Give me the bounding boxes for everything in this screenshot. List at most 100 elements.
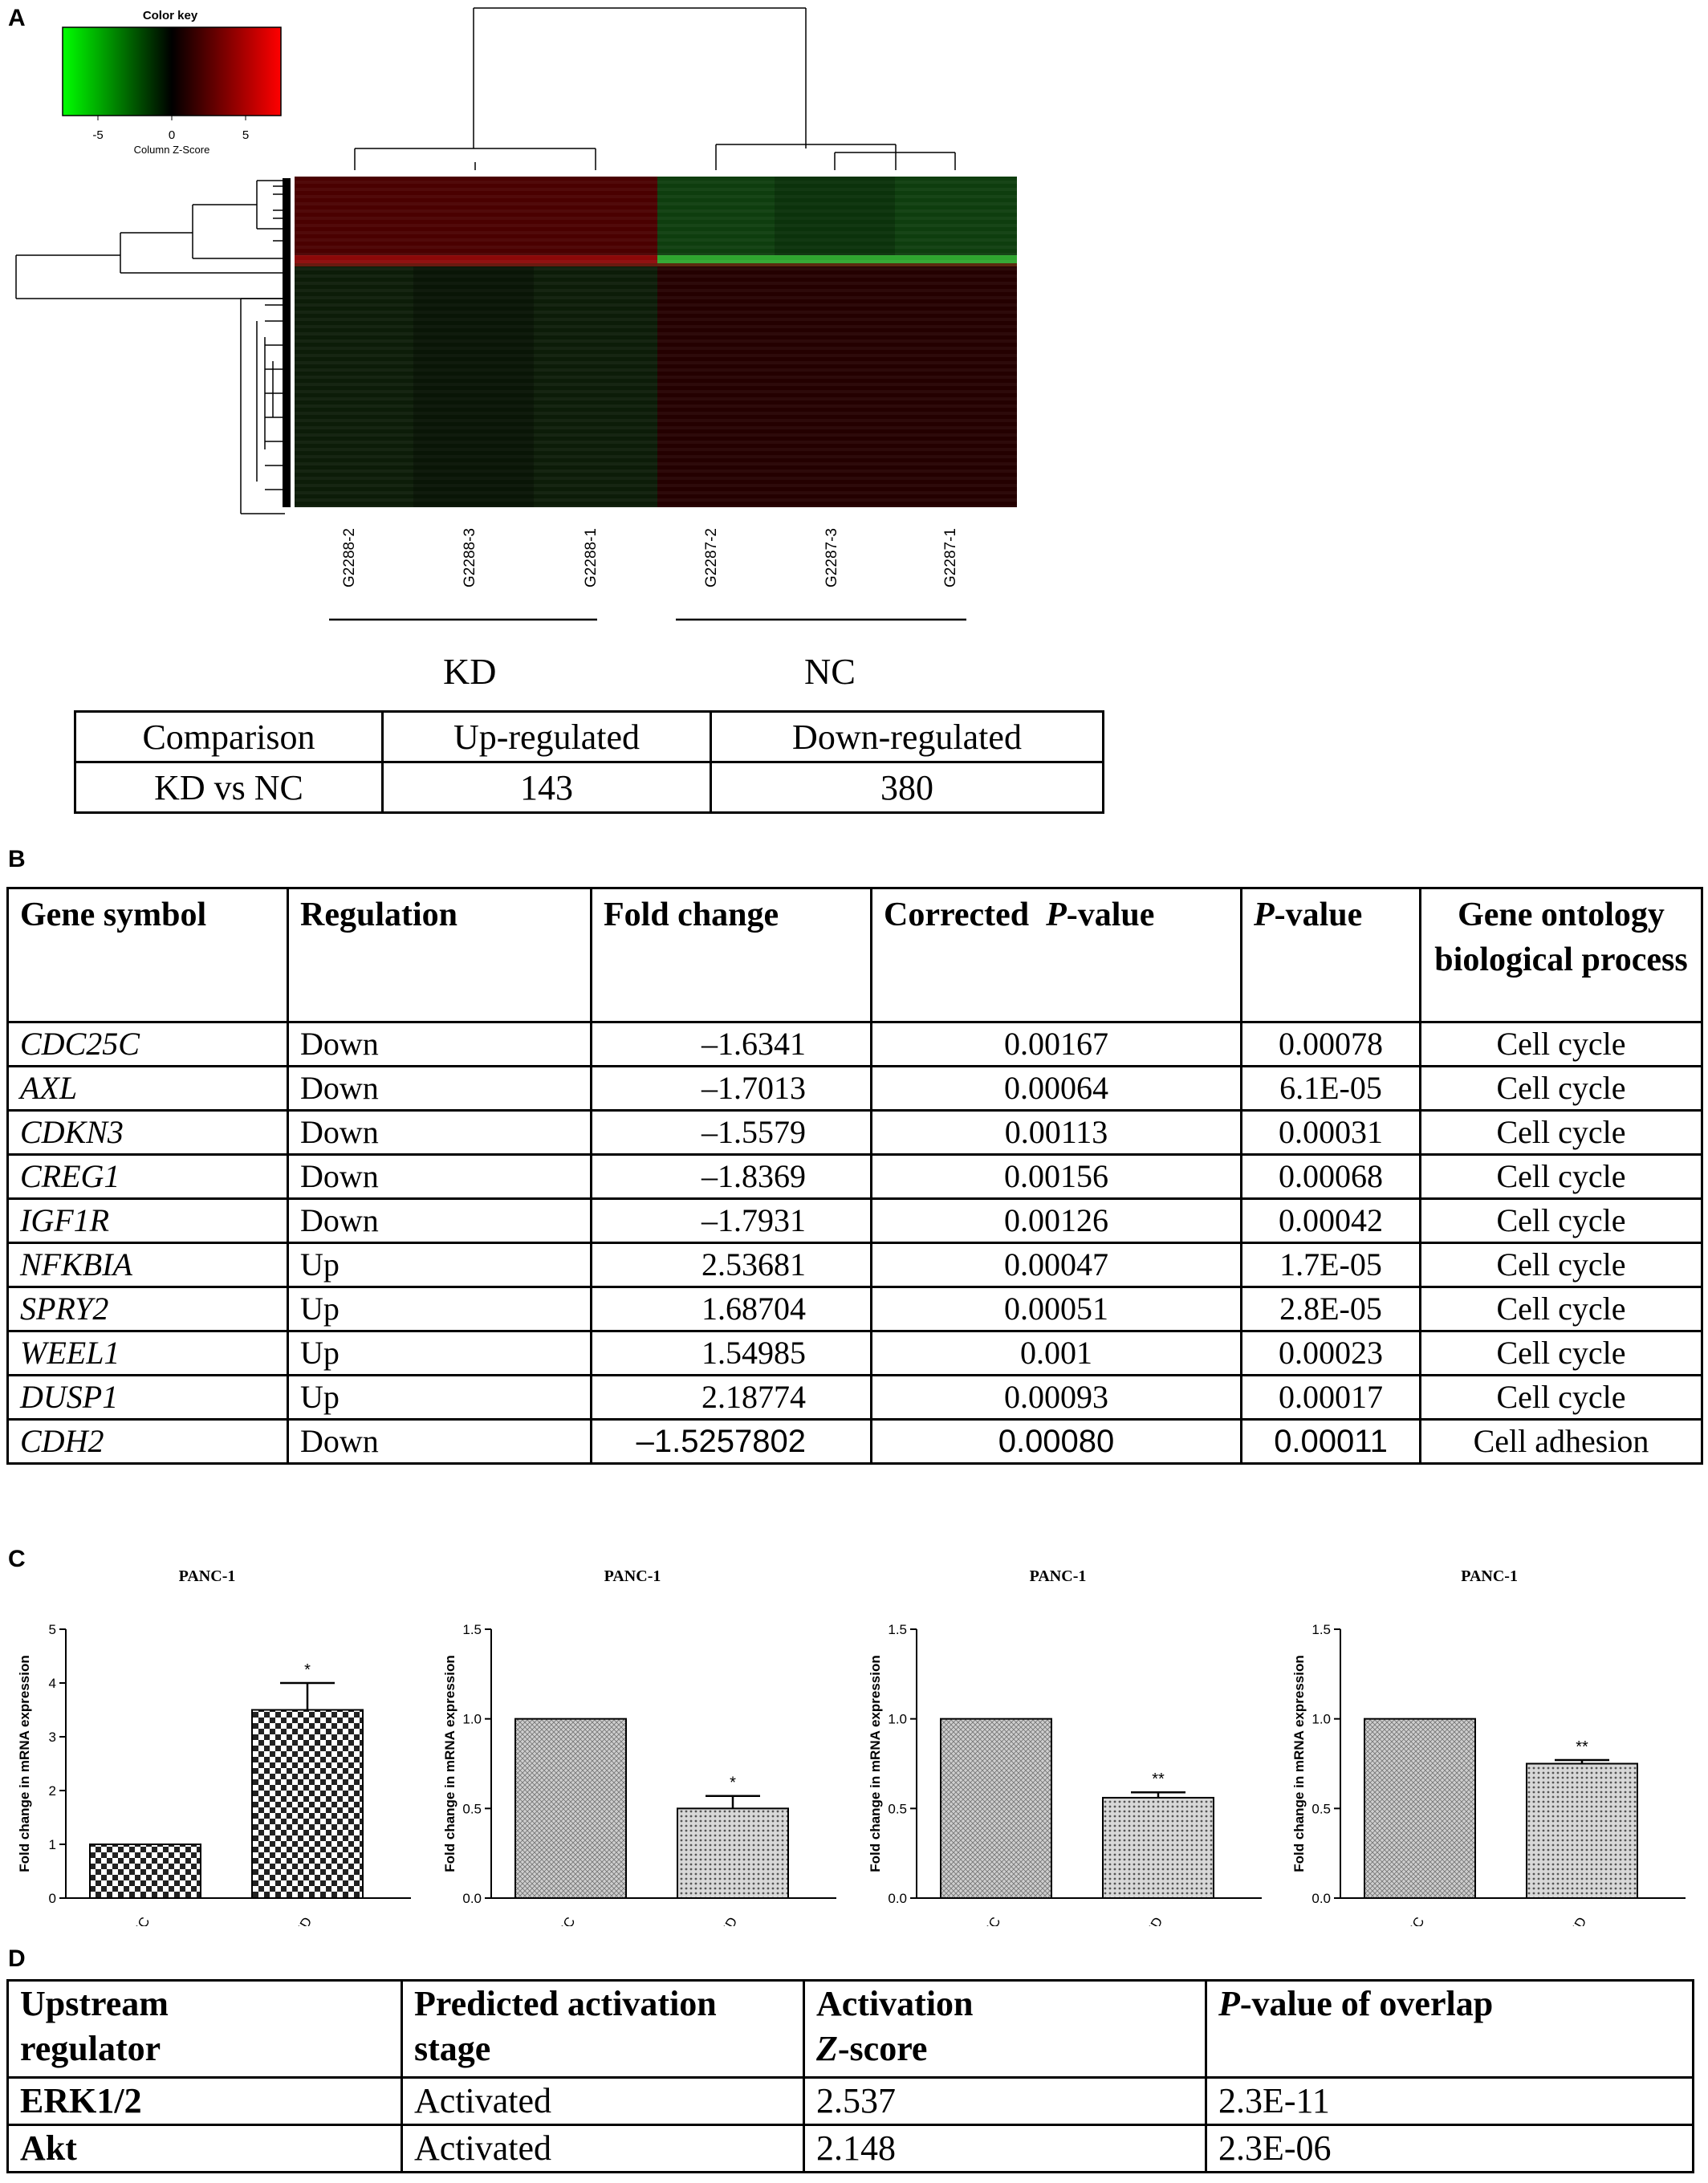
header-gene-symbol: Gene symbol (6, 887, 289, 1023)
y-tick-label: 0.5 (462, 1801, 482, 1816)
regulation-cell: Down (287, 1197, 592, 1244)
significance-marker: * (730, 1774, 736, 1792)
y-axis-label: Fold change in mRNA expression (1291, 1655, 1307, 1872)
y-tick-label: 0.5 (888, 1801, 907, 1816)
heatmap-figure: Color key -5 0 5 Column Z-Score (15, 7, 1017, 621)
x-tick-label: NC (555, 1915, 579, 1927)
y-tick-label: 0 (49, 1891, 56, 1906)
y-tick-label: 5 (49, 1622, 56, 1637)
table-row: Akt Activated 2.148 2.3E-06 (6, 2124, 1694, 2173)
y-tick-label: 0.0 (888, 1891, 907, 1906)
upstream-regulator-table: Upstream regulator Predicted activation st… (6, 1979, 1694, 2173)
header-predicted-stage: Predicted activation stage (401, 1979, 805, 2079)
overlap-p-cell: 2.3E-11 (1205, 2076, 1694, 2126)
gene-cell: SPRY2 (6, 1286, 289, 1332)
table-cell: KD vs NC (74, 761, 384, 814)
sample-labels: G2288-2 G2288-3 G2288-1 G2287-2 G2287-3 … (341, 528, 959, 587)
corrected-p-cell: 0.00064 (870, 1065, 1242, 1112)
header-upstream-regulator: Upstream regulator (6, 1979, 403, 2079)
chart-title: PANC-1 (1030, 1567, 1087, 1585)
corrected-p-cell: 0.00156 (870, 1153, 1242, 1200)
fold-change-cell: –1.5579 (590, 1109, 872, 1156)
y-axis-label: Fold change in mRNA expression (442, 1655, 458, 1872)
fold-change-cell: 2.18774 (590, 1374, 872, 1421)
bar (514, 1718, 627, 1899)
regulation-cell: Up (287, 1330, 592, 1376)
table-row: SPRY2 Up 1.68704 0.00051 2.8E-05 Cell cycle (6, 1286, 1703, 1332)
x-tick-label: KD (292, 1915, 315, 1927)
fold-change-cell: –1.5257802 (590, 1418, 872, 1465)
y-tick-label: 0.0 (1312, 1891, 1331, 1906)
table-row: CREG1 Down –1.8369 0.00156 0.00068 Cell cycle (6, 1153, 1703, 1200)
go-process-cell: Cell cycle (1419, 1109, 1703, 1156)
fold-change-cell: 1.68704 (590, 1286, 872, 1332)
bar (677, 1807, 789, 1900)
go-process-cell: Cell cycle (1419, 1374, 1703, 1421)
panel-label-c: C (8, 1546, 26, 1572)
regulation-cell: Up (287, 1242, 592, 1288)
chart-title: PANC-1 (179, 1567, 236, 1585)
overlap-p-cell: 2.3E-06 (1205, 2124, 1694, 2173)
y-tick-label: 1.0 (1312, 1712, 1331, 1727)
y-tick-label: 0.5 (1312, 1801, 1331, 1816)
x-tick-label: KD (1567, 1915, 1589, 1927)
bar-chart: PANC-1 Fold change in mRNA expression 0.0 0… (442, 1567, 836, 1926)
sample-label: G2287-1 (942, 528, 959, 587)
p-value-cell: 0.00078 (1240, 1021, 1421, 1067)
go-process-cell: Cell cycle (1419, 1242, 1703, 1288)
p-value-cell: 0.00031 (1240, 1109, 1421, 1156)
regulation-cell: Down (287, 1021, 592, 1067)
panel-label-b: B (8, 846, 26, 872)
p-value-cell: 0.00011 (1240, 1418, 1421, 1465)
header-go-process: Gene ontology biological process (1419, 887, 1703, 1023)
sample-label: G2288-1 (583, 528, 600, 587)
x-tick-label: KD (1143, 1915, 1165, 1927)
sample-label: G2288-2 (341, 528, 358, 587)
regulation-cell: Up (287, 1286, 592, 1332)
header-regulation: Regulation (287, 887, 592, 1023)
color-key-gradient (62, 26, 282, 116)
row-dendrogram (15, 180, 285, 514)
regulation-cell: Down (287, 1109, 592, 1156)
table-row: WEEL1 Up 1.54985 0.001 0.00023 Cell cycle (6, 1330, 1703, 1376)
regulation-cell: Down (287, 1065, 592, 1112)
header-fold-change: Fold change (590, 887, 872, 1023)
x-tick-label: NC (1405, 1915, 1428, 1927)
regulator-cell: Akt (6, 2124, 403, 2173)
table-row: KD vs NC 143 380 (74, 761, 1104, 814)
gene-cell: IGF1R (6, 1197, 289, 1244)
x-tick-label: KD (718, 1915, 740, 1927)
p-value-cell: 0.00023 (1240, 1330, 1421, 1376)
sample-label: G2287-2 (703, 528, 720, 587)
go-process-cell: Cell cycle (1419, 1330, 1703, 1376)
x-tick-label: NC (981, 1915, 1004, 1927)
gene-cell: CDH2 (6, 1418, 289, 1465)
gene-cell: CDC25C (6, 1021, 289, 1067)
corrected-p-cell: 0.00126 (870, 1197, 1242, 1244)
go-process-cell: Cell cycle (1419, 1286, 1703, 1332)
z-score-cell: 2.148 (803, 2124, 1207, 2173)
y-tick-label: 3 (49, 1730, 56, 1745)
y-tick-label: 1 (49, 1837, 56, 1852)
gene-cell: NFKBIA (6, 1242, 289, 1288)
y-tick-label: 1.0 (462, 1712, 482, 1727)
fold-change-cell: –1.8369 (590, 1153, 872, 1200)
color-key-tick: 0 (169, 128, 175, 142)
gene-cell: CREG1 (6, 1153, 289, 1200)
group-label-nc: NC (804, 651, 856, 692)
table-header-row: Comparison Up-regulated Down-regulated (74, 710, 1104, 763)
header-p-value-overlap: P-value of overlap (1205, 1979, 1694, 2079)
table-row: CDKN3 Down –1.5579 0.00113 0.00031 Cell cycle (6, 1109, 1703, 1156)
bar (1102, 1796, 1214, 1899)
color-key-title: Color key (143, 9, 198, 22)
header-corrected-p-value: Corrected P-value (870, 887, 1242, 1023)
table-row: AXL Down –1.7013 0.00064 6.1E-05 Cell cycle (6, 1065, 1703, 1112)
go-process-cell: Cell adhesion (1419, 1418, 1703, 1465)
chart-title: PANC-1 (604, 1567, 661, 1585)
y-tick-label: 1.5 (1312, 1622, 1331, 1637)
color-key: Color key -5 0 5 Column Z-Score (62, 9, 282, 156)
table-row: DUSP1 Up 2.18774 0.00093 0.00017 Cell cycle (6, 1374, 1703, 1421)
corrected-p-cell: 0.00093 (870, 1374, 1242, 1421)
gene-cell: AXL (6, 1065, 289, 1112)
y-tick-label: 1.0 (888, 1712, 907, 1727)
